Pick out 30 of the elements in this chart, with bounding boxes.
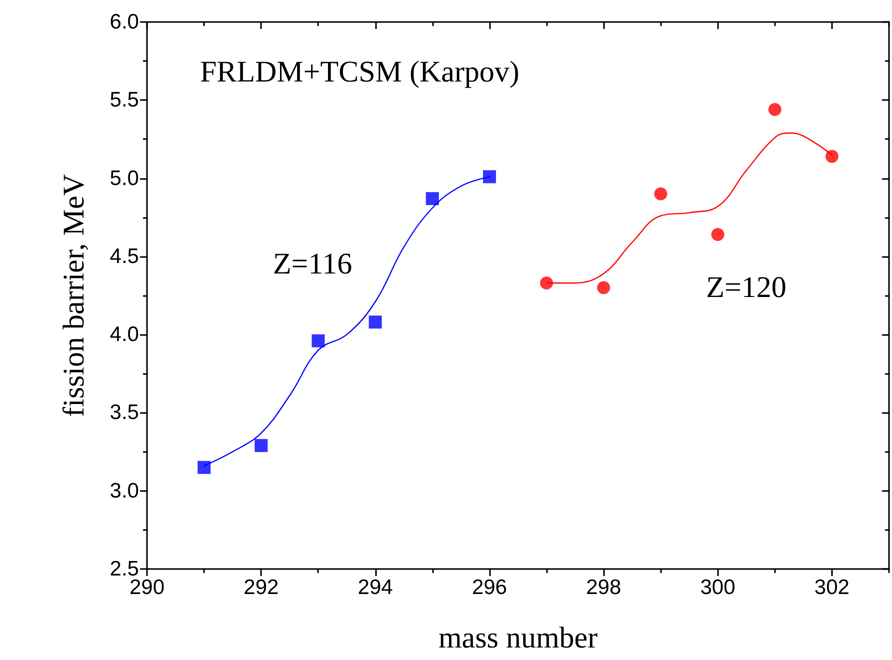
y-tick-label: 5.5 [110, 88, 139, 112]
y-tick-label: 3.5 [110, 401, 139, 424]
point [426, 192, 439, 206]
y-axis-title: fission barrier, MeV [58, 174, 90, 417]
point [825, 150, 838, 163]
x-tick-label: 296 [472, 576, 507, 599]
point [654, 187, 668, 200]
x-tick-label: 294 [358, 576, 394, 599]
text: FRLDM+TCSM (Karpov) [200, 56, 520, 88]
x-tick-label: 302 [814, 576, 850, 599]
point [540, 276, 554, 290]
point [768, 103, 782, 116]
y-tick-label: 4.5 [110, 244, 139, 268]
point [198, 460, 211, 474]
x-tick-label: 300 [700, 576, 736, 599]
point [368, 316, 382, 329]
annotation: Z=116 [272, 248, 352, 281]
point [254, 439, 268, 452]
point [312, 334, 325, 348]
x-tick-label: 298 [586, 576, 622, 599]
y-tick-label: 4.0 [110, 323, 139, 346]
x-axis-title: mass number [438, 622, 598, 654]
annotation: Z=120 [706, 271, 786, 304]
point [711, 228, 724, 242]
point [597, 281, 610, 294]
y-tick-label: 6.0 [110, 10, 139, 34]
x-tick-label: 292 [244, 576, 279, 599]
y-tick-label: 3.0 [110, 479, 139, 502]
y-tick-label: 5.0 [110, 166, 139, 190]
point [482, 170, 496, 184]
